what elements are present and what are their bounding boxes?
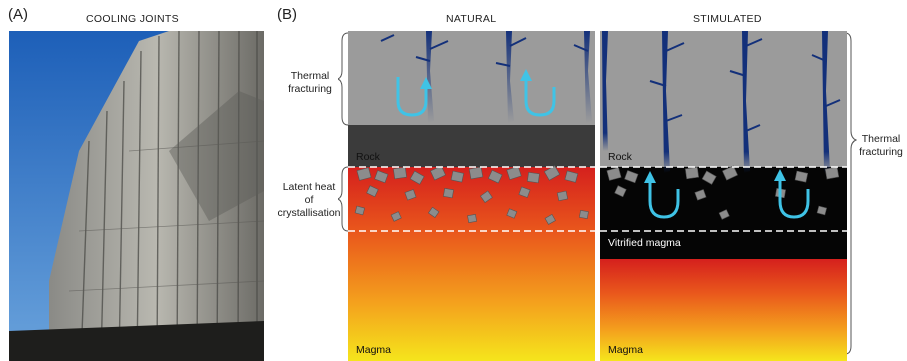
left-brackets [338,32,349,232]
thermal-fracturing-label-left: Thermal fracturing [281,70,339,96]
latent-heat-label: Latent heat of crystallisation [272,181,346,220]
natural-magma-label: Magma [356,344,392,356]
vitrified-magma-label: Vitrified magma [608,237,681,249]
natural-diagram: Rock Magma [348,31,595,361]
label-line: crystallisation [277,207,341,219]
thermal-fracturing-label-right: Thermal fracturing [856,133,906,159]
stimulated-diagram: Rock Vitrified magma Magma [600,31,847,361]
panel-a-letter: (A) [8,6,28,23]
natural-rock-label: Rock [356,151,380,163]
stimulated-rock-label: Rock [608,151,632,163]
label-line: fracturing [288,83,332,95]
panel-b-letter: (B) [277,6,297,23]
basalt-columns-photo [9,31,264,361]
stimulated-magma-label: Magma [608,344,644,356]
label-line: Latent heat [282,181,336,193]
natural-title: NATURAL [446,13,497,25]
label-line: Thermal [290,70,330,82]
label-line: of [304,194,314,206]
label-line: fracturing [859,146,903,158]
stimulated-title: STIMULATED [693,13,762,25]
panel-a-title: COOLING JOINTS [86,13,179,25]
label-line: Thermal [861,133,901,145]
right-bracket [844,32,857,355]
